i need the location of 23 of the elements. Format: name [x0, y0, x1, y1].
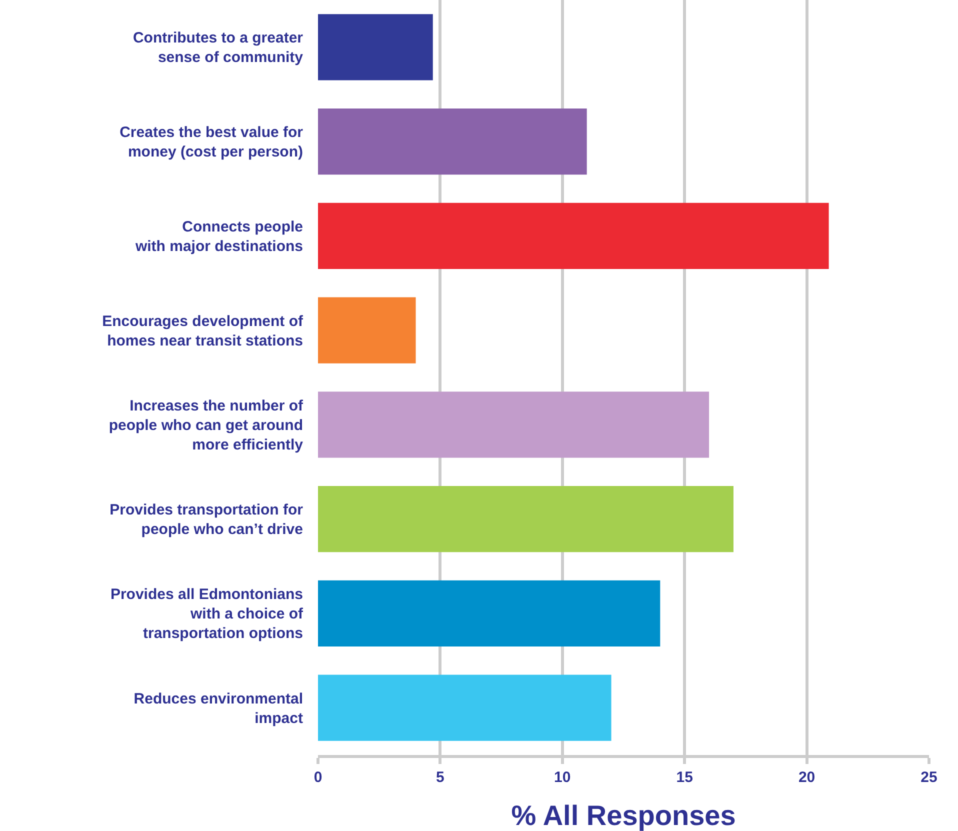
x-tick-label: 0 — [314, 769, 322, 786]
bar — [318, 674, 612, 741]
x-tick-label: 10 — [554, 769, 571, 786]
y-tick-label: Contributes to a greater sense of community — [132, 30, 304, 66]
y-tick-label: Increases the number of people who can get around more efficiently — [108, 397, 304, 454]
x-axis-title: % All Responses — [511, 800, 736, 831]
bar — [318, 392, 710, 458]
bar — [318, 14, 433, 80]
x-tick-label: 15 — [676, 769, 693, 786]
y-tick-label: Reduces environmental impact — [134, 690, 303, 727]
y-tick-label: Creates the best value for money (cost per person) — [120, 124, 304, 161]
x-tick-label: 5 — [436, 769, 444, 786]
x-tick-label: 20 — [798, 769, 816, 786]
y-tick-label: Connects people with major destinations — [134, 218, 303, 255]
y-tick-label: Provides transportation for people who can’t drive — [110, 502, 304, 538]
bar — [318, 108, 587, 175]
bar — [318, 297, 416, 364]
y-tick-label: Encourages development of homes near transit stations — [102, 312, 304, 350]
bar — [318, 202, 829, 269]
bar — [318, 580, 660, 646]
bar — [318, 486, 734, 552]
x-tick-label: 25 — [920, 769, 938, 786]
y-tick-label: Provides all Edmontonians with a choice of transportation options — [110, 586, 304, 642]
